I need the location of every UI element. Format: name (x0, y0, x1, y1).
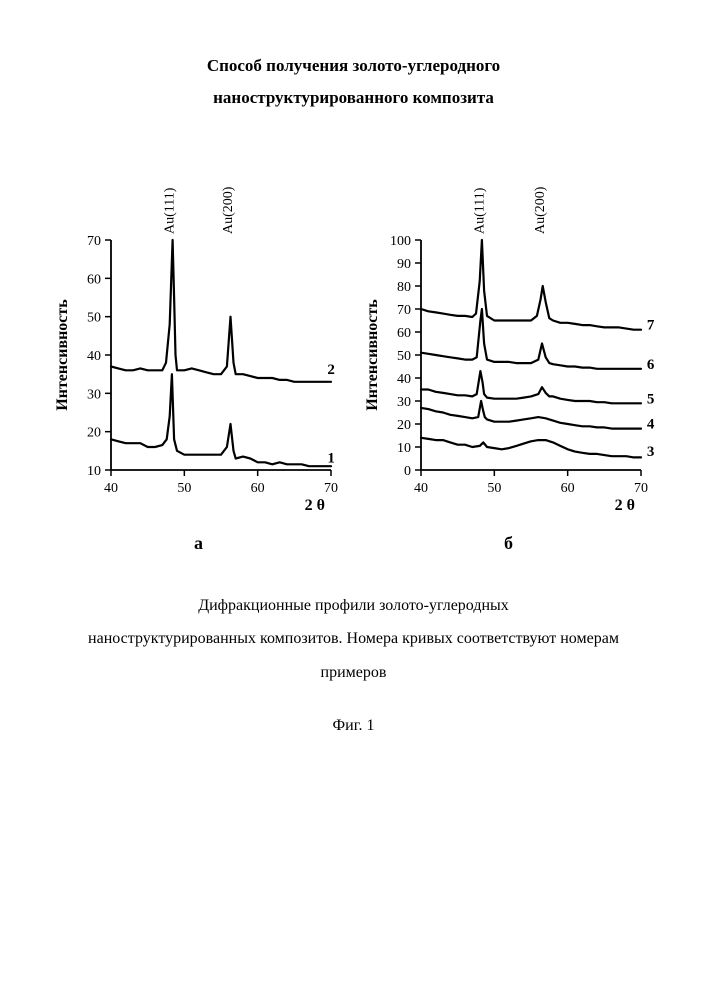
svg-text:1: 1 (327, 450, 335, 466)
svg-text:50: 50 (177, 481, 191, 496)
svg-text:Интенсивность: Интенсивность (364, 298, 381, 410)
chart-a-wrap: 10 20 30 40 50 60 70 40 50 60 70 Интенсивность 2 θ Au… (49, 185, 349, 554)
svg-text:60: 60 (560, 481, 574, 496)
chart-b-wrap: 0 10 20 30 40 50 60 70 80 90 100 40 50 60 70 Интенсивно… (359, 185, 659, 554)
svg-text:70: 70 (324, 481, 338, 496)
svg-text:50: 50 (87, 310, 101, 325)
svg-text:Au(111): Au(111) (472, 187, 487, 234)
svg-text:10: 10 (397, 441, 411, 456)
svg-text:70: 70 (634, 481, 648, 496)
svg-text:40: 40 (87, 349, 101, 364)
caption-line-1: Дифракционные профили золото-углеродных (40, 589, 667, 623)
figure-label: Фиг. 1 (40, 717, 667, 735)
svg-text:Au(200): Au(200) (221, 186, 236, 234)
panel-b-label: б (504, 533, 513, 554)
figure-caption: Дифракционные профили золото-углеродных … (40, 589, 667, 690)
svg-text:40: 40 (414, 481, 428, 496)
panel-a-label: а (194, 533, 203, 554)
svg-text:7: 7 (646, 317, 654, 333)
caption-line-2: наноструктурированных композитов. Номера… (40, 622, 667, 656)
title-line-2: наноструктурированного композита (40, 82, 667, 114)
page: Способ получения золото-углеродного нано… (0, 0, 707, 1000)
svg-text:10: 10 (87, 464, 101, 479)
svg-text:90: 90 (397, 257, 411, 272)
svg-text:3: 3 (646, 444, 654, 460)
svg-text:60: 60 (87, 272, 101, 287)
svg-text:2 θ: 2 θ (614, 497, 634, 514)
svg-text:80: 80 (397, 280, 411, 295)
svg-text:40: 40 (104, 481, 118, 496)
caption-line-3: примеров (40, 656, 667, 690)
svg-text:4: 4 (646, 416, 654, 432)
svg-text:20: 20 (87, 425, 101, 440)
svg-text:40: 40 (397, 372, 411, 387)
svg-text:30: 30 (397, 395, 411, 410)
svg-text:70: 70 (87, 234, 101, 249)
svg-text:60: 60 (250, 481, 264, 496)
svg-text:2 θ: 2 θ (304, 497, 324, 514)
chart-a: 10 20 30 40 50 60 70 40 50 60 70 Интенсивность 2 θ Au… (49, 185, 349, 515)
svg-text:2: 2 (327, 362, 335, 378)
svg-text:30: 30 (87, 387, 101, 402)
svg-text:50: 50 (397, 349, 411, 364)
svg-text:50: 50 (487, 481, 501, 496)
svg-text:60: 60 (397, 326, 411, 341)
document-title: Способ получения золото-углеродного нано… (40, 50, 667, 115)
svg-text:Au(200): Au(200) (533, 186, 548, 234)
svg-text:0: 0 (404, 464, 411, 479)
svg-text:5: 5 (646, 391, 654, 407)
svg-text:6: 6 (646, 356, 654, 372)
charts-row: 1020304050607040506070Интенсивность2 θAu… (40, 185, 667, 554)
chart-b: 0 10 20 30 40 50 60 70 80 90 100 40 50 60 70 Интенсивно… (359, 185, 659, 515)
svg-text:20: 20 (397, 418, 411, 433)
svg-text:Au(111): Au(111) (162, 187, 177, 234)
svg-text:70: 70 (397, 303, 411, 318)
title-line-1: Способ получения золото-углеродного (40, 50, 667, 82)
svg-text:Интенсивность: Интенсивность (54, 298, 71, 410)
svg-text:100: 100 (390, 234, 411, 249)
